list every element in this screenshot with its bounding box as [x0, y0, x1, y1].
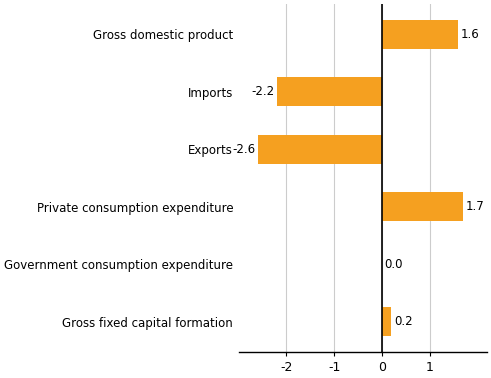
- Text: 0.2: 0.2: [394, 315, 412, 328]
- Bar: [382, 307, 391, 336]
- Bar: [382, 20, 458, 49]
- Bar: [382, 192, 463, 221]
- Text: -2.6: -2.6: [232, 143, 255, 156]
- Text: 0.0: 0.0: [384, 258, 403, 271]
- Text: 1.6: 1.6: [461, 28, 479, 41]
- Bar: [258, 135, 382, 164]
- Text: -2.2: -2.2: [251, 85, 274, 98]
- Text: 1.7: 1.7: [465, 200, 484, 213]
- Bar: [277, 77, 382, 106]
